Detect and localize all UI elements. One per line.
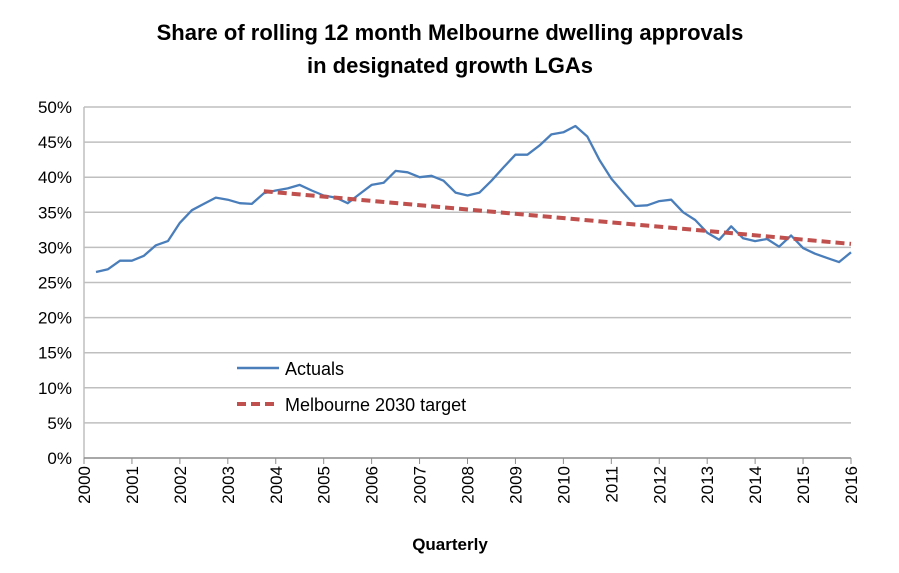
y-tick-label: 10% bbox=[38, 379, 72, 398]
x-tick-label: 2007 bbox=[411, 466, 430, 504]
x-axis-ticks: 2000 2001 2002 2003 2004 2005 2006 2007 2008 2009… bbox=[75, 458, 861, 504]
y-tick-label: 5% bbox=[47, 414, 72, 433]
legend-label-actuals: Actuals bbox=[285, 359, 344, 379]
x-tick-label: 2013 bbox=[698, 466, 717, 504]
x-tick-label: 2000 bbox=[75, 466, 94, 504]
y-tick-label: 30% bbox=[38, 238, 72, 257]
x-tick-label: 2014 bbox=[746, 466, 765, 504]
chart-title-line-2: in designated growth LGAs bbox=[307, 53, 593, 78]
chart-title-line-1: Share of rolling 12 month Melbourne dwel… bbox=[157, 20, 744, 45]
x-tick-label: 2002 bbox=[171, 466, 190, 504]
y-tick-label: 45% bbox=[38, 133, 72, 152]
x-tick-label: 2008 bbox=[459, 466, 478, 504]
x-tick-label: 2006 bbox=[363, 466, 382, 504]
x-tick-label: 2015 bbox=[794, 466, 813, 504]
x-tick-label: 2003 bbox=[219, 466, 238, 504]
legend: Actuals Melbourne 2030 target bbox=[237, 359, 466, 415]
x-tick-label: 2011 bbox=[602, 466, 621, 503]
y-tick-label: 40% bbox=[38, 168, 72, 187]
gridlines bbox=[84, 106, 851, 424]
y-tick-label: 20% bbox=[38, 309, 72, 328]
y-tick-label: 15% bbox=[38, 344, 72, 363]
y-axis-ticks: 0% 5% 10% 15% 20% 25% 30% 35% 40% 45% 50% bbox=[38, 98, 72, 468]
x-tick-label: 2004 bbox=[267, 466, 286, 504]
y-tick-label: 50% bbox=[38, 98, 72, 117]
x-tick-label: 2010 bbox=[554, 466, 573, 504]
y-tick-label: 0% bbox=[47, 449, 72, 468]
x-tick-label: 2001 bbox=[123, 466, 142, 504]
legend-label-target: Melbourne 2030 target bbox=[285, 395, 466, 415]
x-tick-label: 2009 bbox=[506, 466, 525, 504]
y-tick-label: 35% bbox=[38, 203, 72, 222]
x-axis-label: Quarterly bbox=[412, 535, 488, 554]
y-tick-label: 25% bbox=[38, 274, 72, 293]
x-tick-label: 2005 bbox=[315, 466, 334, 504]
series-line-actuals bbox=[95, 124, 852, 274]
x-tick-label: 2016 bbox=[842, 466, 861, 504]
series-line-target bbox=[263, 189, 852, 246]
x-tick-label: 2012 bbox=[650, 466, 669, 504]
